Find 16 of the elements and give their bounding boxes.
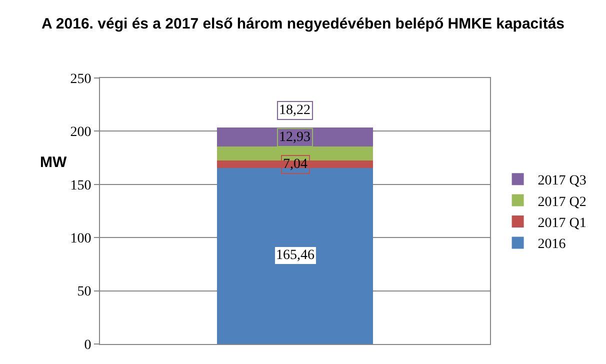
- y-axis-title: MW: [40, 154, 68, 171]
- data-label: 165,46: [276, 248, 314, 263]
- legend-label: 2017 Q2: [538, 194, 586, 210]
- data-label: 18,22: [279, 103, 310, 118]
- chart-title: A 2016. végi és a 2017 első három negyedévében belépő HMKE kapacitás: [41, 16, 565, 33]
- y-tick-label: 250: [70, 72, 92, 87]
- y-tick-label: 200: [70, 125, 92, 140]
- legend-label: 2016: [538, 237, 566, 252]
- y-tick-label: 100: [70, 232, 92, 246]
- legend-label: 2017 Q3: [538, 174, 586, 189]
- y-tick-label: 0: [84, 338, 92, 353]
- legend-label: 2017 Q1: [538, 216, 586, 231]
- y-tick-label: 150: [70, 178, 92, 194]
- data-label: 12,93: [279, 130, 310, 145]
- y-tick-label: 50: [77, 284, 92, 300]
- bar: [217, 127, 373, 147]
